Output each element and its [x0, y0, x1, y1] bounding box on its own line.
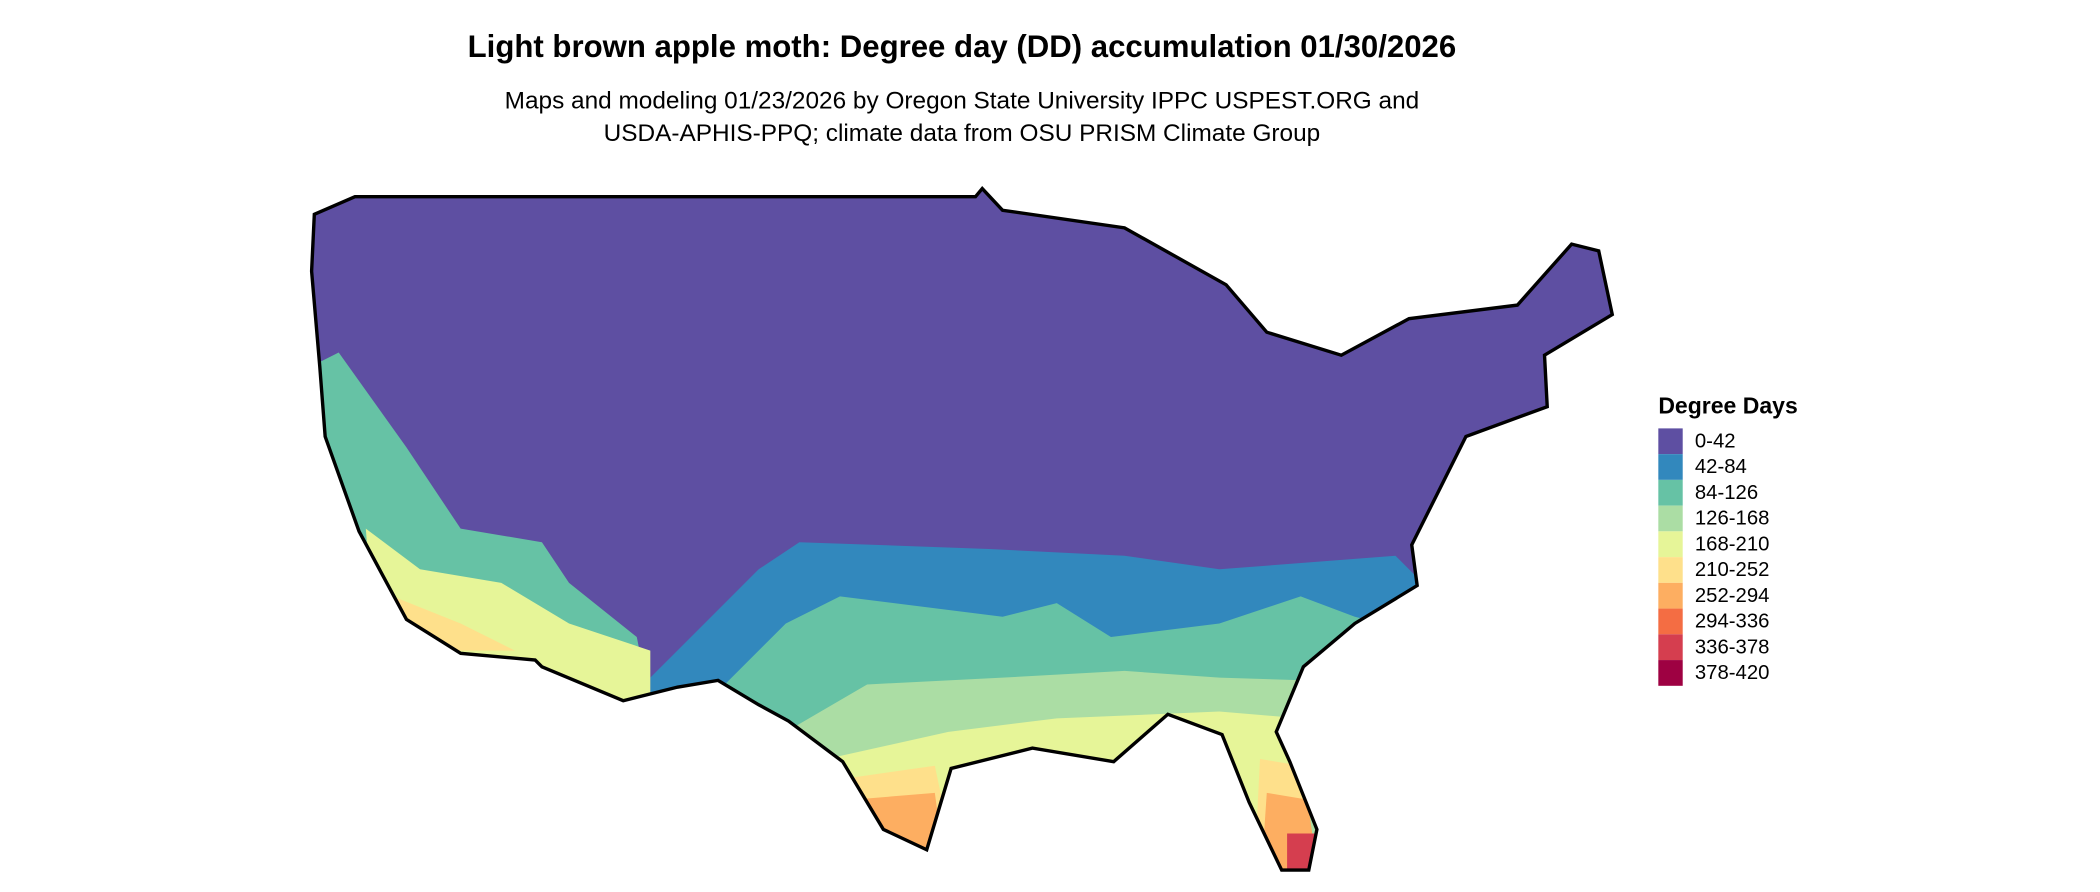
legend-swatch [1658, 557, 1683, 583]
legend-swatch [1658, 428, 1683, 455]
legend-label: 0-42 [1695, 430, 1736, 452]
zone [853, 792, 1321, 871]
legend-label: 378-420 [1695, 662, 1770, 684]
legend-label: 126-168 [1695, 508, 1770, 530]
legend-label: 252-294 [1695, 585, 1770, 607]
legend-swatch [1658, 608, 1683, 635]
legend-swatch [1658, 505, 1683, 532]
legend-swatch [1658, 660, 1683, 686]
subtitle-line: Maps and modeling 01/23/2026 by Oregon S… [505, 88, 1420, 115]
legend-swatch [1658, 531, 1683, 558]
legend-label: 294-336 [1695, 611, 1770, 633]
legend-label: 336-378 [1695, 636, 1770, 658]
legend-label: 84-126 [1695, 482, 1758, 504]
legend-title: Degree Days [1658, 392, 1797, 418]
legend-label: 210-252 [1695, 559, 1770, 581]
legend-swatch [1658, 479, 1683, 506]
legend-swatch [1658, 582, 1683, 609]
legend: 0-42 42-84 84-126 126-168 168-210 210-252 252-… [1658, 428, 1770, 686]
subtitle-line: USDA-APHIS-PPQ; climate data from OSU PR… [604, 120, 1321, 147]
map-regions [311, 188, 1613, 871]
legend-swatch [1658, 454, 1683, 480]
title: Light brown apple moth: Degree day (DD) … [468, 29, 1457, 64]
legend-label: 42-84 [1695, 456, 1747, 478]
legend-label: 168-210 [1695, 533, 1770, 555]
legend-swatch [1658, 634, 1683, 661]
